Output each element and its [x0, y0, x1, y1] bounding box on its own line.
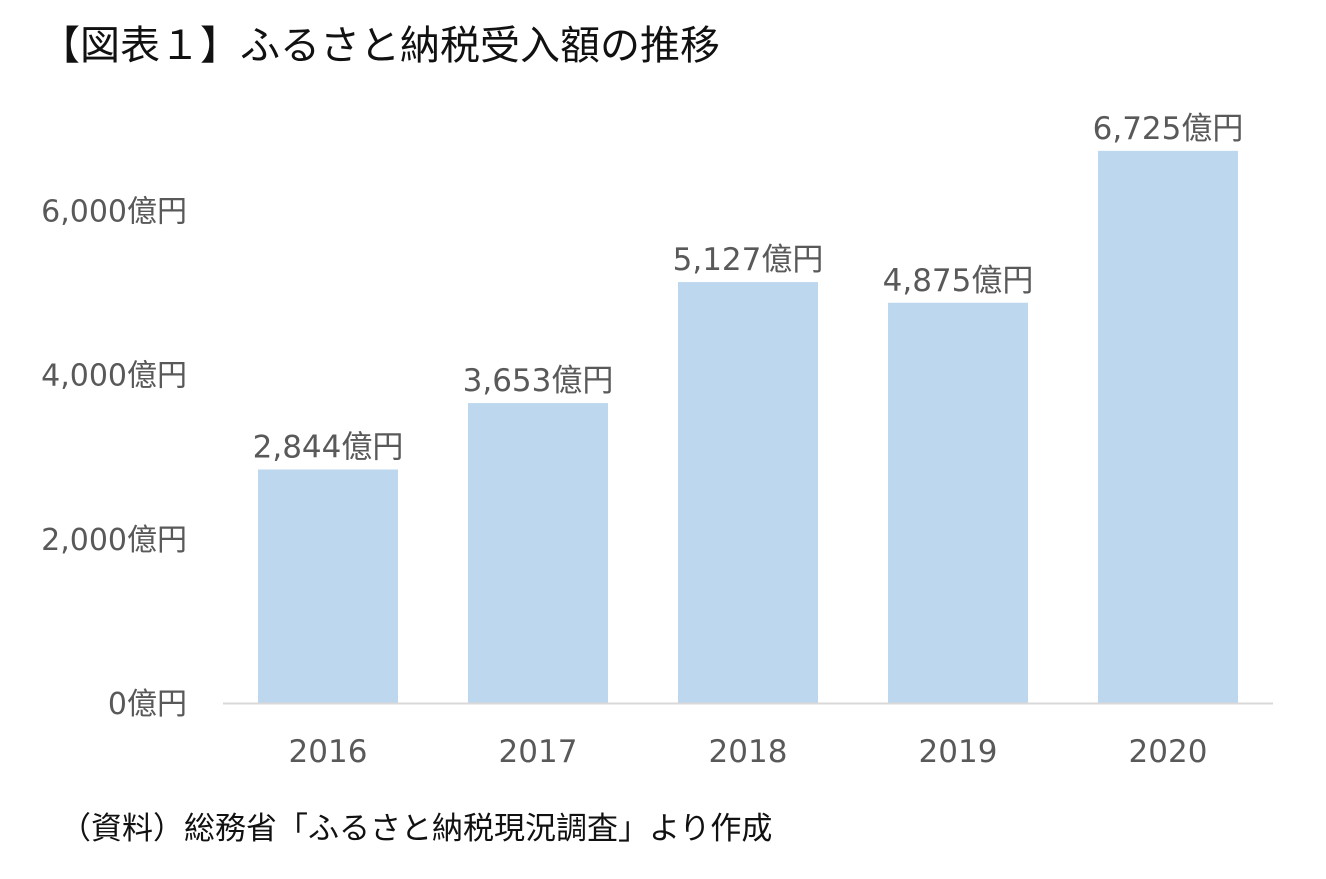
data-label-2016: 2,844億円: [253, 430, 404, 466]
data-label-2018: 5,127億円: [673, 242, 824, 278]
bar-2017: [468, 403, 608, 703]
bar-2019: [888, 302, 1028, 703]
y-tick-label: 0億円: [108, 687, 187, 722]
bar-2018: [678, 282, 818, 703]
x-tick-label-2017: 2017: [499, 734, 578, 770]
x-tick-label-2018: 2018: [709, 734, 788, 770]
bar-2016: [258, 469, 398, 703]
data-label-2020: 6,725億円: [1093, 111, 1244, 147]
x-tick-label-2020: 2020: [1129, 734, 1208, 770]
y-tick-label: 4,000億円: [41, 359, 187, 394]
data-label-2019: 4,875億円: [883, 263, 1034, 299]
y-tick-label: 6,000億円: [41, 194, 187, 229]
bar-2020: [1098, 150, 1238, 703]
data-label-2017: 3,653億円: [463, 363, 614, 399]
x-tick-label-2016: 2016: [289, 734, 368, 770]
chart-title: 【図表１】ふるさと納税受入額の推移: [40, 23, 720, 69]
source-note: （資料）総務省「ふるさと納税現況調査」より作成: [60, 811, 773, 847]
x-tick-label-2019: 2019: [919, 734, 998, 770]
y-tick-label: 2,000億円: [41, 523, 187, 558]
